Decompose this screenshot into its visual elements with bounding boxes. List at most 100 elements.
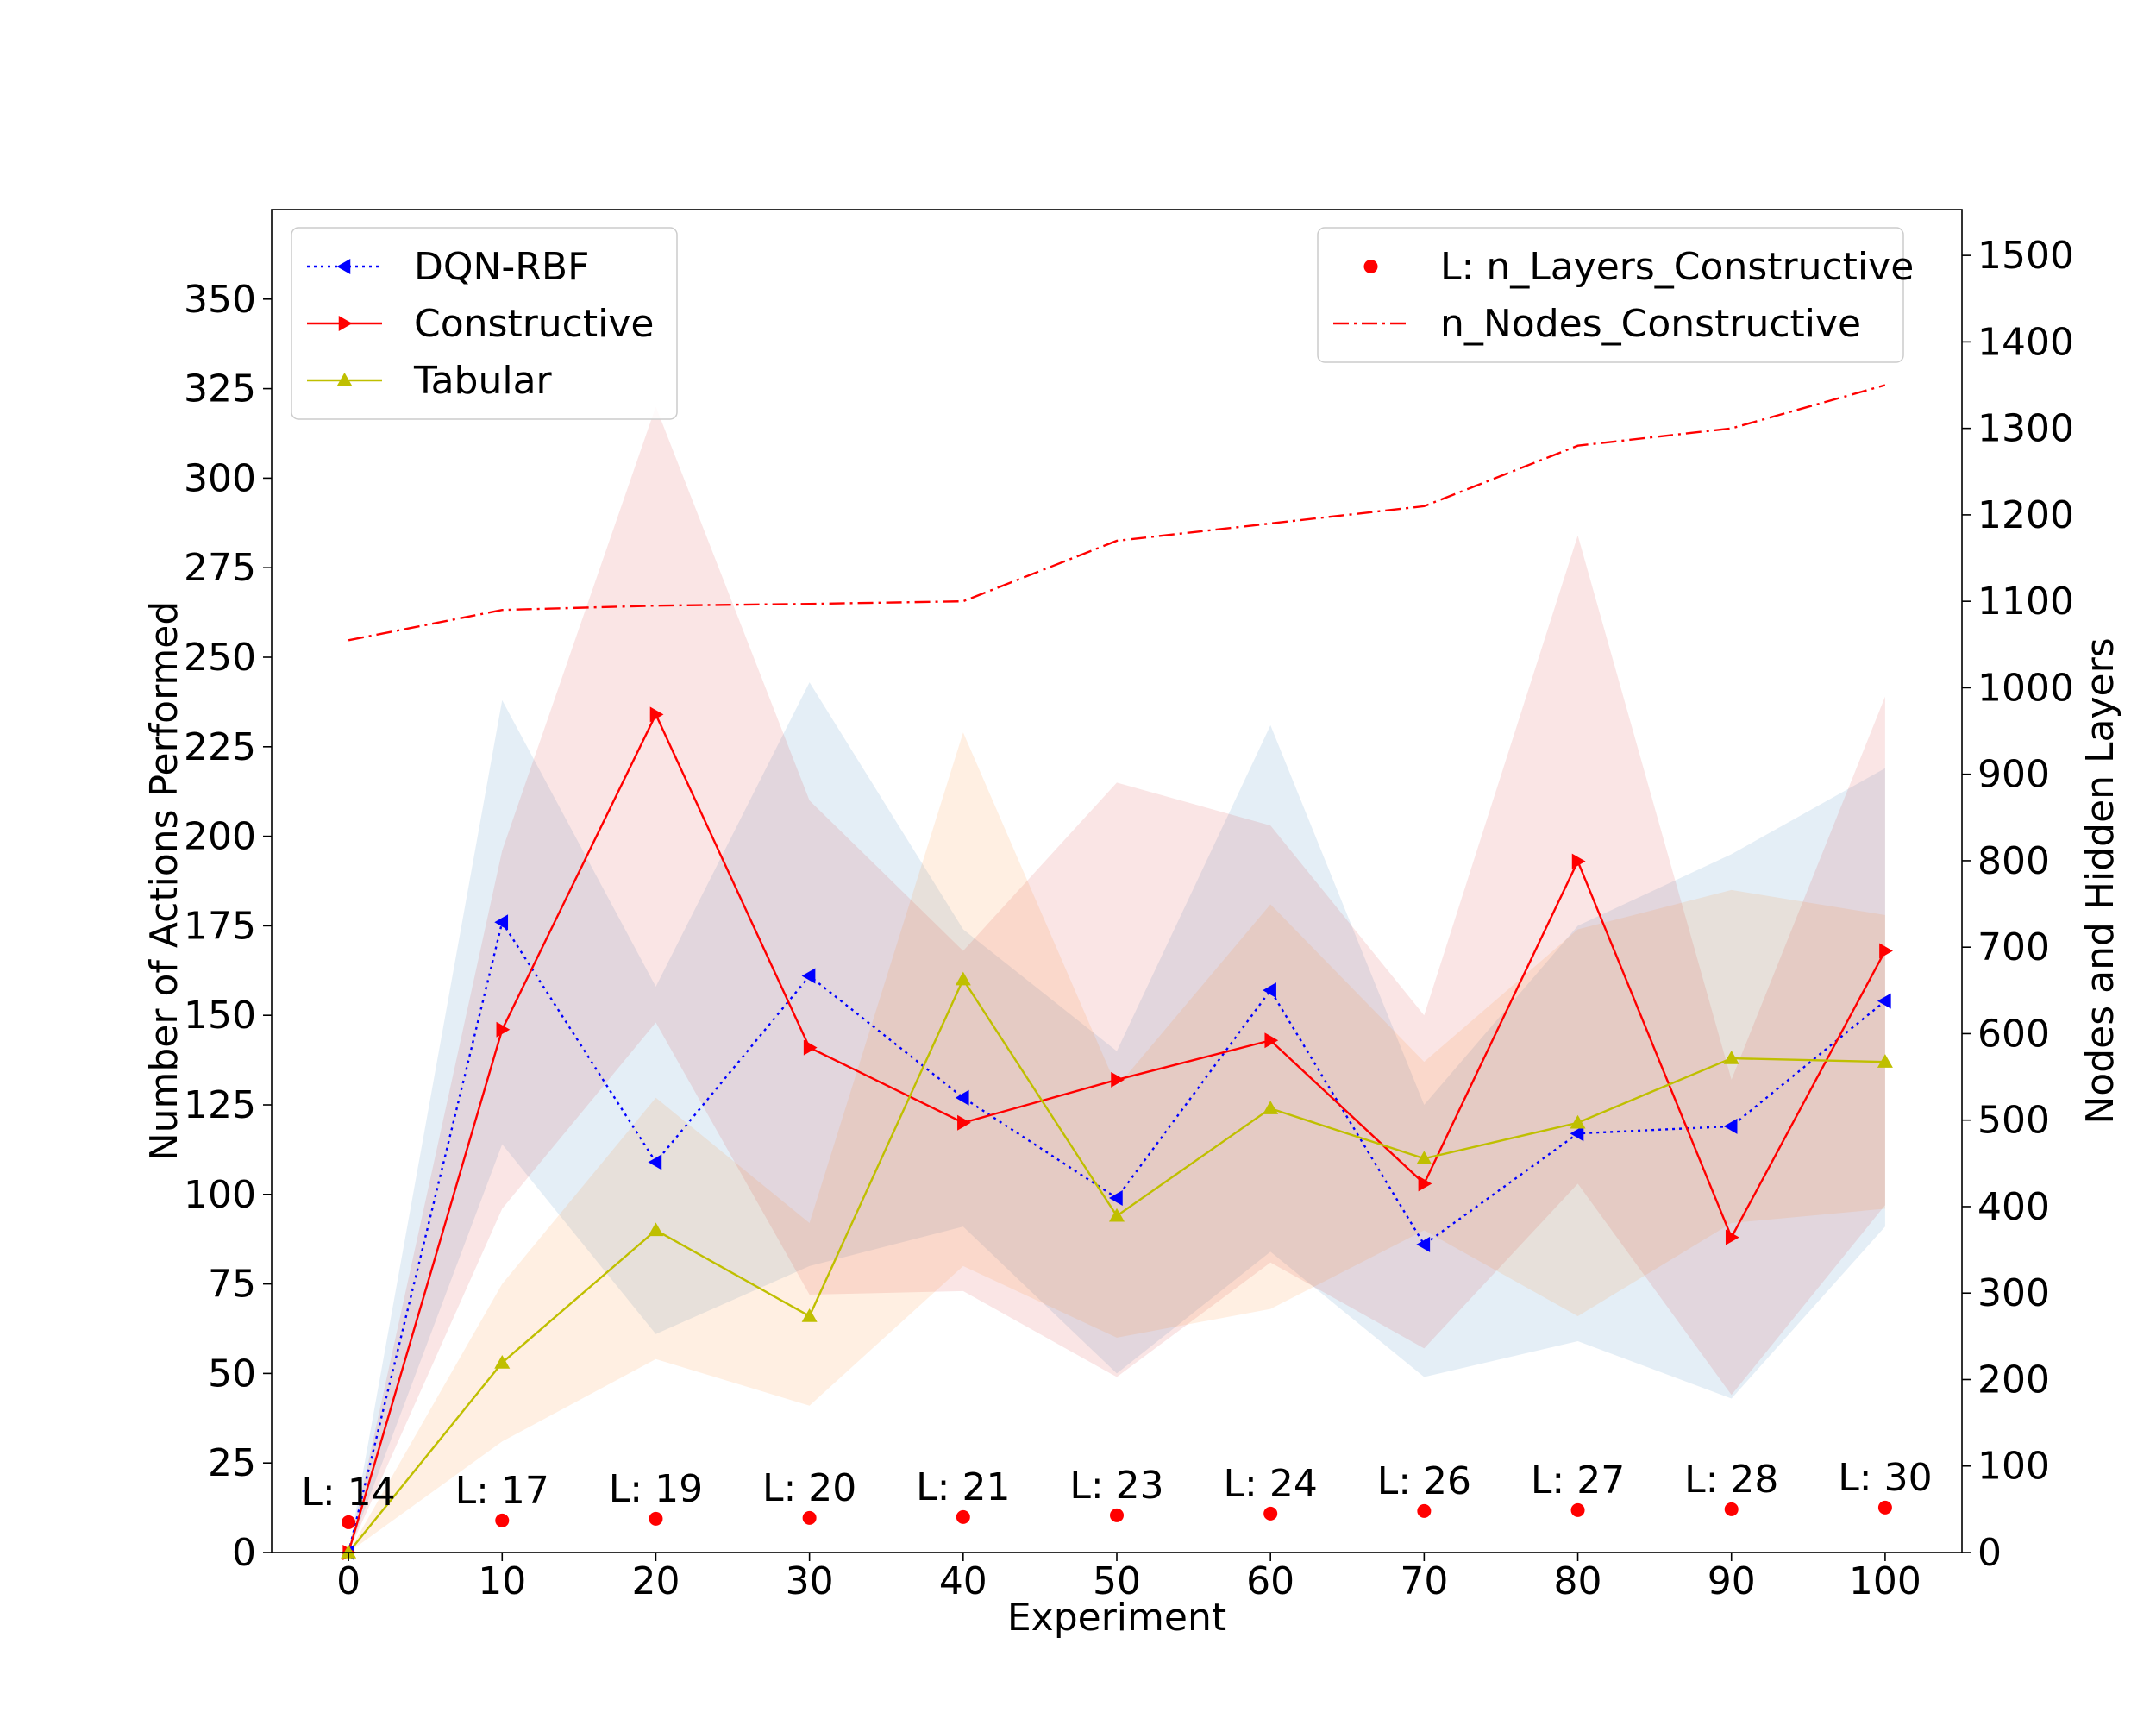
y-tick-label: 150	[184, 994, 256, 1038]
layer-count-label: L: 20	[762, 1466, 856, 1510]
x-tick-label: 80	[1554, 1559, 1602, 1603]
x-axis-label: Experiment	[1007, 1596, 1226, 1640]
l-n-layers-constructive-point	[342, 1515, 356, 1529]
legend-left: DQN-RBF Constructive Tabular	[291, 227, 678, 420]
legend-marker-l-n-layers-constructive	[1363, 260, 1378, 273]
layer-count-label: L: 23	[1069, 1464, 1163, 1508]
y2-tick-label: 900	[1977, 753, 2050, 797]
y2-tick-label: 0	[1977, 1531, 2002, 1575]
x-tick-label: 20	[631, 1559, 680, 1603]
x-tick-label: 100	[1849, 1559, 1921, 1603]
n-nodes-constructive-line	[348, 384, 1886, 642]
constructive-band	[348, 406, 1885, 1552]
l-n-layers-constructive-point	[1724, 1502, 1739, 1516]
y-tick-label: 225	[184, 725, 256, 769]
y-tick-label: 100	[184, 1173, 256, 1217]
series-markers	[341, 706, 1893, 1560]
l-n-layers-constructive-point	[1877, 1500, 1892, 1515]
legend-label-n-nodes-constructive: n_Nodes_Constructive	[1440, 302, 1861, 346]
layer-count-label: L: 24	[1224, 1462, 1318, 1506]
legend-label-l-n-layers-constructive: L: n_Layers_Constructive	[1440, 245, 1914, 289]
legend-frame	[1317, 227, 1904, 363]
dqn-rbf-point	[801, 968, 816, 984]
constructive-point	[1264, 1032, 1279, 1049]
l-n-layers-constructive-point	[1110, 1508, 1124, 1522]
constructive-point	[1879, 943, 1893, 959]
legend-label-tabular: Tabular	[413, 359, 553, 403]
l-n-layers-constructive-point	[495, 1513, 510, 1527]
y-tick-label: 125	[184, 1083, 256, 1127]
tabular-point	[1570, 1114, 1586, 1129]
tabular-point	[1416, 1151, 1432, 1165]
dqn-rbf-point	[1877, 993, 1891, 1009]
y2-tick-label: 400	[1977, 1185, 2050, 1229]
l-n-layers-constructive-point	[649, 1511, 663, 1526]
tabular-point	[1109, 1208, 1125, 1222]
dqn-rbf-point	[1570, 1126, 1584, 1142]
y2-tick-label: 1100	[1977, 580, 2074, 624]
constructive-point	[1111, 1071, 1125, 1088]
constructive-point	[496, 1021, 511, 1038]
y2-tick-label: 1000	[1977, 666, 2074, 710]
tabular-point	[1723, 1051, 1739, 1064]
legend-label-constructive: Constructive	[414, 302, 654, 346]
y2-tick-label: 1300	[1977, 407, 2074, 451]
x-tick-label: 30	[786, 1559, 834, 1603]
y2-tick-label: 500	[1977, 1099, 2050, 1143]
y2-tick-label: 300	[1977, 1271, 2050, 1315]
x-tick-label: 10	[478, 1559, 526, 1603]
l-n-layers-constructive-point	[1570, 1502, 1585, 1517]
x-tick-label: 40	[939, 1559, 987, 1603]
legend-right: L: n_Layers_Constructive n_Nodes_Construc…	[1317, 227, 1914, 363]
tabular-point	[494, 1354, 511, 1369]
tabular-point	[1877, 1054, 1893, 1068]
layer-annotations: L: 14 L: 17 L: 19 L: 20 L: 21 L: 23 L: 24 L: 26…	[301, 1456, 1932, 1515]
y2-tick-label: 200	[1977, 1358, 2050, 1402]
legend-label-dqn-rbf: DQN-RBF	[414, 245, 589, 289]
x-tick-label: 60	[1246, 1559, 1294, 1603]
y-tick-label: 350	[184, 278, 256, 322]
tabular-point	[341, 1545, 357, 1559]
y2-tick-label: 700	[1977, 925, 2050, 969]
l-n-layers-constructive-point	[802, 1510, 817, 1525]
y2-tick-label: 100	[1977, 1445, 2050, 1489]
dqn-rbf-point	[1416, 1236, 1431, 1252]
tabular-point	[1263, 1101, 1279, 1114]
layer-count-label: L: 17	[455, 1469, 549, 1513]
layer-count-label: L: 21	[916, 1465, 1010, 1509]
dqn-rbf-point	[1263, 982, 1276, 999]
layer-count-label: L: 27	[1531, 1458, 1625, 1502]
y-tick-label: 75	[208, 1263, 256, 1307]
tabular-point	[801, 1308, 818, 1322]
layer-count-label: L: 26	[1377, 1459, 1471, 1503]
y-tick-label: 300	[184, 456, 256, 500]
constructive-point	[649, 706, 664, 723]
confidence-bands	[348, 406, 1885, 1552]
legend-marker-constructive	[338, 316, 353, 331]
x-tick-label: 90	[1708, 1559, 1756, 1603]
dqn-rbf-point	[1723, 1118, 1738, 1134]
y-tick-label: 325	[184, 367, 256, 411]
tabular-point	[648, 1222, 664, 1237]
layer-count-label: L: 14	[301, 1471, 395, 1515]
y-tick-label: 275	[184, 546, 256, 590]
y-tick-label: 50	[208, 1352, 256, 1396]
constructive-point	[1571, 853, 1586, 869]
y2-tick-label: 1400	[1977, 320, 2074, 364]
l-n-layers-constructive-point	[1417, 1503, 1432, 1518]
tabular-point	[955, 971, 971, 986]
y2-tick-label: 1200	[1977, 493, 2074, 537]
y-tick-label: 175	[184, 904, 256, 948]
layer-count-label: L: 19	[609, 1467, 703, 1511]
legend-frame	[291, 227, 678, 420]
y2-axis-label: Nodes and Hidden Layers	[2078, 637, 2122, 1124]
l-n-layers-constructive-point	[1263, 1506, 1278, 1521]
legend-marker-tabular	[336, 373, 353, 386]
layer-count-label: L: 28	[1684, 1458, 1778, 1502]
x-tick-label: 70	[1400, 1559, 1448, 1603]
tabular-band	[348, 732, 1885, 1552]
dqn-rbf-point	[494, 914, 509, 931]
x-tick-label: 50	[1093, 1559, 1141, 1603]
l-n-layers-constructive-point	[956, 1509, 970, 1524]
